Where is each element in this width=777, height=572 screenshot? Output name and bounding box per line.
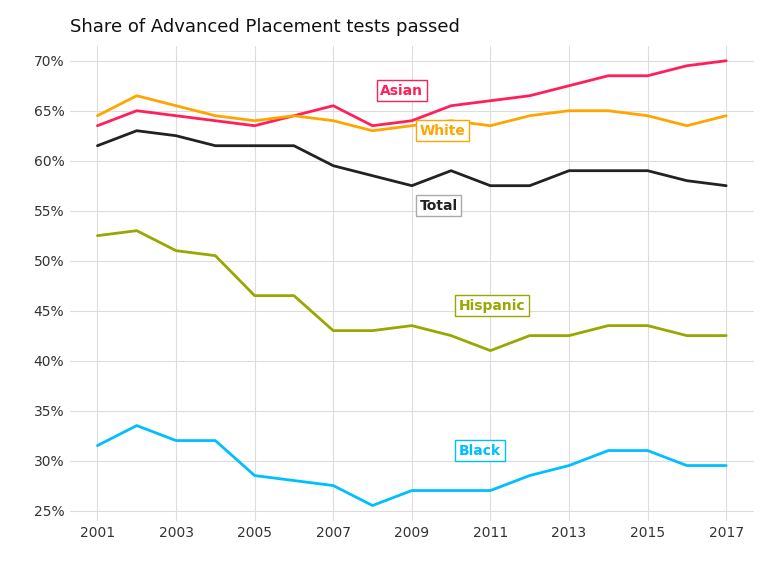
Text: Black: Black: [459, 443, 501, 458]
Text: Asian: Asian: [381, 84, 423, 98]
Text: Hispanic: Hispanic: [459, 299, 525, 313]
Text: White: White: [420, 124, 465, 138]
Text: Total: Total: [420, 198, 458, 213]
Text: Share of Advanced Placement tests passed: Share of Advanced Placement tests passed: [70, 18, 460, 36]
